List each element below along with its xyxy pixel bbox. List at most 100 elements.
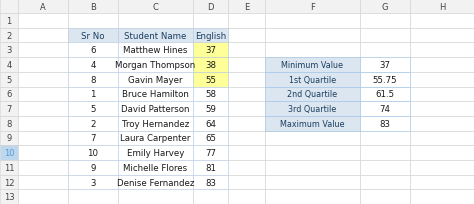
Text: 5: 5 [90,104,96,113]
Bar [410,190,474,204]
Bar [265,102,360,116]
Text: 13: 13 [4,192,14,201]
Bar [193,14,228,29]
Bar [193,175,228,190]
Bar [265,146,360,160]
Bar [410,175,474,190]
Bar [193,146,228,160]
Text: Maximum Value: Maximum Value [280,119,345,128]
Bar [360,87,410,102]
Bar [68,58,118,72]
Bar [193,190,228,204]
Bar [193,116,228,131]
Bar [18,146,68,160]
Text: C: C [153,2,158,11]
Bar [193,146,228,160]
Bar [193,160,228,175]
Text: Emily Harvey: Emily Harvey [127,149,184,157]
Text: Minimum Value: Minimum Value [282,61,344,70]
Bar [68,160,118,175]
Bar [18,175,68,190]
Bar [0,116,18,131]
Bar [360,14,410,29]
Bar [118,58,193,72]
Bar [360,43,410,58]
Bar [193,29,228,43]
Bar [228,146,265,160]
Bar [193,175,228,190]
Bar [118,175,193,190]
Bar [360,0,410,14]
Text: Gavin Mayer: Gavin Mayer [128,75,183,84]
Bar [118,0,193,14]
Text: 10: 10 [88,149,99,157]
Bar [118,131,193,146]
Bar [0,87,18,102]
Bar [193,87,228,102]
Text: 83: 83 [205,178,216,187]
Bar [265,58,360,72]
Text: English: English [195,31,226,40]
Bar [228,175,265,190]
Text: 6: 6 [90,46,96,55]
Text: 4: 4 [6,61,12,70]
Bar [410,87,474,102]
Text: Sr No: Sr No [81,31,105,40]
Text: David Patterson: David Patterson [121,104,190,113]
Bar [118,175,193,190]
Bar [118,160,193,175]
Bar [193,131,228,146]
Bar [68,72,118,87]
Bar [193,43,228,58]
Bar [265,160,360,175]
Bar [193,131,228,146]
Bar [265,175,360,190]
Bar [68,43,118,58]
Text: 6: 6 [6,90,12,99]
Bar [228,0,265,14]
Bar [410,131,474,146]
Bar [118,58,193,72]
Bar [265,0,360,14]
Text: 1: 1 [90,90,96,99]
Text: 61.5: 61.5 [375,90,394,99]
Bar [193,43,228,58]
Bar [68,146,118,160]
Bar [68,29,118,43]
Text: 9: 9 [91,163,96,172]
Bar [68,58,118,72]
Text: 65: 65 [205,134,216,143]
Bar [360,72,410,87]
Text: E: E [244,2,249,11]
Bar [0,160,18,175]
Text: 2: 2 [90,119,96,128]
Bar [228,43,265,58]
Text: 4: 4 [90,61,96,70]
Text: H: H [439,2,445,11]
Bar [410,160,474,175]
Bar [68,131,118,146]
Bar [228,160,265,175]
Text: 11: 11 [4,163,14,172]
Bar [68,0,118,14]
Bar [360,146,410,160]
Bar [410,116,474,131]
Bar [360,72,410,87]
Bar [18,87,68,102]
Text: 10: 10 [4,149,14,157]
Text: 7: 7 [6,104,12,113]
Bar [193,0,228,14]
Bar [360,160,410,175]
Text: Matthew Hines: Matthew Hines [123,46,188,55]
Bar [18,0,68,14]
Bar [118,116,193,131]
Bar [410,29,474,43]
Bar [265,190,360,204]
Bar [0,131,18,146]
Bar [118,87,193,102]
Bar [68,146,118,160]
Bar [68,87,118,102]
Text: G: G [382,2,388,11]
Bar [68,29,118,43]
Bar [118,131,193,146]
